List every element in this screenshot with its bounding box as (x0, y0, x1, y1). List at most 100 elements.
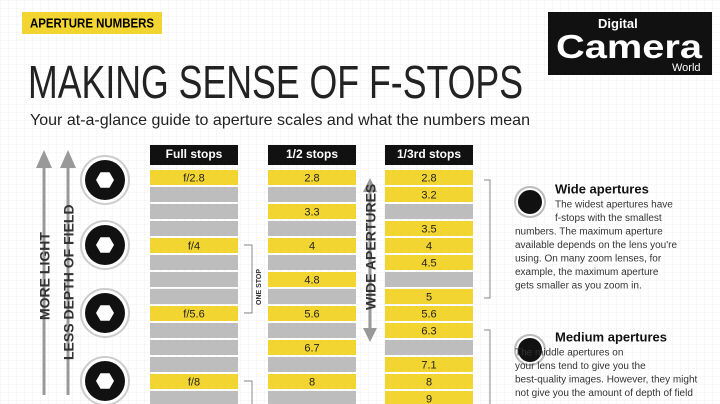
cell (150, 391, 238, 404)
cell-text: 6.3 (421, 325, 436, 337)
tag-bg (22, 12, 162, 34)
aperture-hole (96, 172, 114, 188)
one-stop: ONE STOP (256, 269, 263, 305)
cell (268, 391, 356, 404)
note-icon (518, 338, 542, 362)
cell (385, 204, 473, 219)
column-header: 1/2 stops (286, 147, 338, 161)
cell (385, 170, 473, 185)
column-header-bg (385, 145, 473, 165)
note-line: numbers. The maximum aperture (515, 227, 663, 238)
cell (385, 323, 473, 338)
logo-bg (548, 12, 712, 75)
cell-text: f/5.6 (183, 308, 204, 320)
cell (385, 340, 473, 355)
cell (385, 238, 473, 253)
cell-text: 2.8 (304, 172, 319, 184)
cell (150, 323, 238, 338)
cell (385, 289, 473, 304)
cell-text: 4 (426, 240, 432, 252)
logo-top: Digital (598, 16, 638, 31)
cell-text: f/2.8 (183, 172, 204, 184)
less-dof: LESS DEPTH OF FIELD (61, 204, 77, 360)
cell (385, 255, 473, 270)
cell (385, 357, 473, 372)
column-header-bg (150, 145, 238, 165)
note-title: Wide apertures (555, 181, 649, 196)
wide-label: WIDE APERTURES (363, 184, 379, 310)
bracket (484, 179, 491, 404)
cell (385, 391, 473, 404)
cell-text: 9 (426, 393, 432, 404)
cell (150, 187, 238, 202)
note-line: gets smaller as you zoom in. (515, 281, 642, 292)
cell-text: 4 (309, 240, 315, 252)
cell-text: 5 (426, 291, 432, 303)
note-line: best-quality images. However, they might (515, 375, 698, 386)
cell (268, 255, 356, 270)
cell (268, 357, 356, 372)
cell (385, 306, 473, 321)
cell-text: 4.8 (304, 274, 319, 286)
cell-text: 7.1 (421, 359, 436, 371)
aperture-hole (96, 305, 114, 321)
cell (268, 170, 356, 185)
cell (150, 357, 238, 372)
cell-text: 8 (309, 376, 315, 388)
cell (385, 221, 473, 236)
cell-text: f/4 (188, 240, 200, 252)
cell (150, 272, 238, 287)
cell (268, 374, 356, 389)
title: MAKING SENSE OF F-STOPS (28, 56, 523, 108)
cell (150, 204, 238, 219)
aperture-hole (96, 373, 114, 389)
cell (268, 306, 356, 321)
cell (268, 187, 356, 202)
cell (268, 204, 356, 219)
cell (150, 289, 238, 304)
cell (268, 272, 356, 287)
logo-main: Camera (556, 28, 703, 65)
cell-text: f/8 (188, 376, 200, 388)
note-line: f-stops with the smallest (555, 213, 662, 224)
cell (150, 238, 238, 253)
note-line: The widest apertures have (555, 200, 673, 211)
cell (150, 255, 238, 270)
cell (385, 187, 473, 202)
cell (385, 374, 473, 389)
cell (268, 238, 356, 253)
cell-text: 8 (426, 376, 432, 388)
subtitle: Your at-a-glance guide to aperture scale… (30, 112, 530, 129)
cell (268, 323, 356, 338)
cell (268, 289, 356, 304)
column-header: Full stops (166, 147, 223, 161)
note-title: Medium apertures (555, 329, 667, 344)
cell-text: 3.5 (421, 223, 436, 235)
cell-text: 5.6 (304, 308, 319, 320)
cell-text: 6.7 (304, 342, 319, 354)
cell (150, 306, 238, 321)
cell (150, 340, 238, 355)
cell (385, 272, 473, 287)
tag: APERTURE NUMBERS (30, 15, 154, 30)
aperture-hole (96, 237, 114, 253)
cell (150, 374, 238, 389)
column-header-bg (268, 145, 356, 165)
cell-text: 5.6 (421, 308, 436, 320)
cell (150, 221, 238, 236)
note-line: example, the maximum aperture (515, 267, 659, 278)
cell (150, 170, 238, 185)
cell-text: 3.3 (304, 206, 319, 218)
arrows (36, 150, 377, 395)
cell-text: 2.8 (421, 172, 436, 184)
note-line: your lens tend to give you the (515, 361, 646, 372)
cell-text: 4.5 (421, 257, 436, 269)
more-light: MORE LIGHT (37, 232, 53, 320)
cell-text: 3.2 (421, 189, 436, 201)
note-line: available depends on the lens you're (515, 240, 677, 251)
bracket (244, 244, 253, 404)
cell (268, 340, 356, 355)
note-line: using. On many zoom lenses, for (515, 254, 662, 265)
